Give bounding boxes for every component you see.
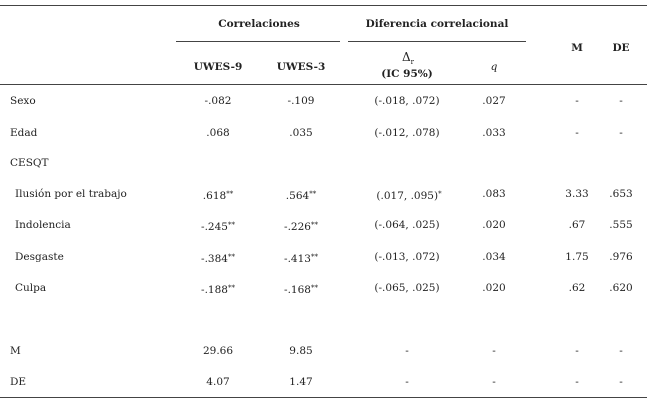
header-delta-r: Δr [402, 50, 414, 69]
cell-delta: - [405, 345, 409, 357]
cell-uwes3: .564** [286, 187, 316, 203]
cell-uwes3-value: .564 [285, 190, 310, 202]
cell-m: - [575, 127, 579, 139]
cell-uwes9: -.188** [201, 281, 235, 297]
cell-uwes3: 1.47 [289, 376, 313, 388]
cell-m: 3.33 [565, 188, 589, 200]
row-label-m: M [10, 345, 21, 357]
header-ic95: (IC 95%) [381, 68, 433, 80]
cell-delta: (.017, .095)* [376, 187, 441, 203]
cell-uwes9-value: -.384 [201, 253, 228, 265]
cell-delta: (-.018, .072) [374, 95, 440, 107]
cell-q: - [492, 376, 496, 388]
significance-marker: ** [227, 221, 235, 229]
cell-uwes9: 29.66 [202, 345, 234, 357]
cell-q: .020 [482, 282, 506, 294]
cell-uwes3: -.109 [287, 95, 315, 107]
significance-marker: * [438, 190, 442, 198]
cell-q: .027 [482, 95, 506, 107]
cell-de: - [619, 127, 623, 139]
cell-m: - [575, 95, 579, 107]
cell-uwes3: -.226** [284, 218, 318, 234]
header-uwes9: UWES-9 [193, 61, 243, 73]
significance-marker: ** [310, 253, 318, 261]
header-m: M [571, 42, 583, 54]
cell-uwes9: .618** [203, 187, 233, 203]
row-label-sexo: Sexo [10, 95, 36, 107]
cell-uwes9-value: -.245 [201, 221, 228, 233]
cell-delta: (-.013, .072) [374, 251, 440, 263]
header-diferencia-correlacional: Diferencia correlacional [365, 18, 509, 30]
cell-de: - [619, 376, 623, 388]
cell-uwes3-value: -.226 [284, 221, 311, 233]
cell-uwes9: -.245** [201, 218, 235, 234]
row-label-desgaste: Desgaste [15, 251, 64, 263]
cell-m: 1.75 [565, 251, 589, 263]
significance-marker: ** [310, 221, 318, 229]
cell-de: - [619, 95, 623, 107]
cell-uwes9: -.082 [204, 95, 232, 107]
row-label-cesqt: CESQT [10, 157, 49, 169]
cell-q: .020 [482, 219, 506, 231]
cell-uwes3: -.168** [284, 281, 318, 297]
cell-delta: (-.012, .078) [374, 127, 440, 139]
significance-marker: ** [309, 190, 317, 198]
cell-de: .653 [609, 188, 633, 200]
row-label-indolencia: Indolencia [15, 219, 71, 231]
table-bottom-rule [0, 397, 647, 398]
cell-delta: (-.064, .025) [374, 219, 440, 231]
table-top-rule [0, 5, 647, 6]
cell-uwes9: .068 [206, 127, 230, 139]
row-label-edad: Edad [10, 127, 38, 139]
row-label-ilusion: Ilusión por el trabajo [15, 188, 127, 200]
cell-q: .033 [482, 127, 506, 139]
cell-uwes9: 4.07 [206, 376, 230, 388]
cell-uwes3: -.413** [284, 250, 318, 266]
header-bottom-rule [0, 84, 647, 85]
cell-delta: - [405, 376, 409, 388]
cell-uwes9: -.384** [201, 250, 235, 266]
significance-marker: ** [310, 284, 318, 292]
cell-de: - [619, 345, 623, 357]
cell-m: .62 [568, 282, 586, 294]
cell-uwes3: 9.85 [289, 345, 313, 357]
diferencia-underline [348, 41, 526, 42]
cell-m: .67 [568, 219, 586, 231]
correlaciones-underline [176, 41, 340, 42]
cell-q: - [492, 345, 496, 357]
header-correlaciones: Correlaciones [218, 18, 300, 30]
header-uwes3: UWES-3 [276, 61, 326, 73]
delta-symbol: Δ [401, 50, 411, 64]
cell-uwes3-value: -.413 [284, 253, 311, 265]
cell-m: - [575, 345, 579, 357]
significance-marker: ** [227, 284, 235, 292]
row-label-de: DE [10, 376, 27, 388]
cell-de: .555 [609, 219, 633, 231]
row-label-culpa: Culpa [15, 282, 47, 294]
cell-uwes3-value: -.168 [284, 284, 311, 296]
cell-q: .034 [482, 251, 506, 263]
cell-uwes9-value: -.188 [201, 284, 228, 296]
significance-marker: ** [227, 253, 235, 261]
cell-delta-value: (.017, .095) [376, 190, 439, 202]
header-de: DE [612, 42, 630, 54]
cell-uwes9-value: .618 [202, 190, 227, 202]
significance-marker: ** [226, 190, 234, 198]
cell-de: .620 [609, 282, 633, 294]
cell-m: - [575, 376, 579, 388]
cell-q: .083 [482, 188, 506, 200]
delta-subscript: r [410, 58, 415, 66]
header-q: q [490, 61, 498, 73]
cell-delta: (-.065, .025) [374, 282, 440, 294]
cell-de: .976 [609, 251, 633, 263]
cell-uwes3: .035 [289, 127, 313, 139]
